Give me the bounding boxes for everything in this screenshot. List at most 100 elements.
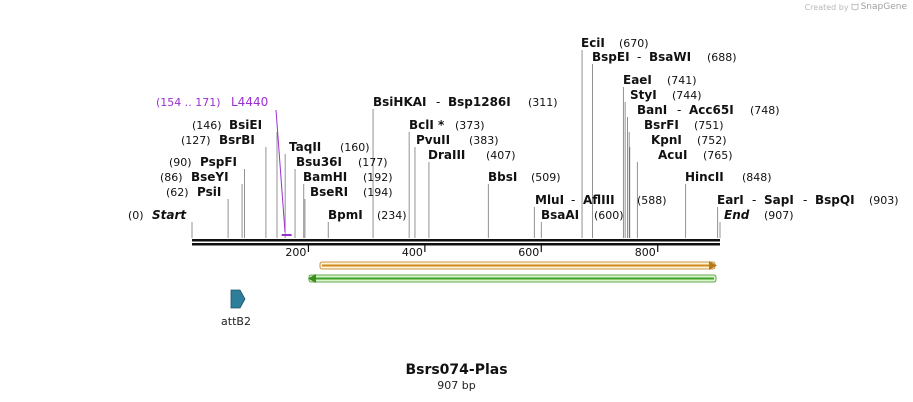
site-position: (62)	[166, 186, 189, 199]
site-earI-sapI-bspQI[interactable]: EarI - SapI - BspQI (903)	[717, 193, 899, 207]
site-name: TaqII	[289, 140, 321, 154]
site-pvuII[interactable]: PvuII (383)	[416, 133, 499, 147]
snapgene-logo-icon	[851, 3, 858, 11]
map-title-block: Bsrs074-Plas 907 bp	[0, 362, 913, 392]
site-bamHI[interactable]: BamHI (192)	[303, 170, 393, 184]
site-name: BsaAI	[541, 208, 579, 222]
site-psiI[interactable]: (62) PsiI	[166, 185, 221, 199]
map-title: Bsrs074-Plas	[405, 362, 508, 378]
site-position: (86)	[160, 171, 183, 184]
site-name: Bsp1286I	[448, 95, 511, 109]
site-separator: -	[571, 193, 575, 207]
site-position: (752)	[697, 134, 727, 147]
site-acuI[interactable]: AcuI (765)	[658, 148, 733, 162]
ruler-tick-label: 800	[635, 246, 656, 259]
site-position: (383)	[469, 134, 499, 147]
site-position: (509)	[531, 171, 561, 184]
site-draIII[interactable]: DraIII (407)	[428, 148, 516, 162]
site-bsu36I[interactable]: Bsu36I (177)	[296, 155, 388, 169]
orf-forward-body	[322, 264, 710, 267]
site-position: (765)	[703, 149, 733, 162]
site-name: BamHI	[303, 170, 347, 184]
site-pspFI[interactable]: (90) PspFI	[169, 155, 237, 169]
site-position: (127)	[181, 134, 211, 147]
primer-l4440[interactable]: (154 .. 171) L4440	[156, 95, 292, 236]
ruler-tick-label: 400	[402, 246, 423, 259]
map-length: 907 bp	[437, 379, 476, 392]
site-mluI-aflIII[interactable]: MluI - AflIII (588)	[535, 193, 667, 207]
orf-forward[interactable]	[319, 261, 717, 270]
watermark-created-by: Created by	[804, 2, 849, 12]
backbone-bottom-strand	[192, 243, 720, 246]
site-name: PsiI	[197, 185, 221, 199]
site-name: EaeI	[623, 73, 652, 87]
primer-leader	[275, 109, 286, 233]
site-separator: -	[803, 193, 807, 207]
site-hincII[interactable]: HincII (848)	[685, 170, 772, 184]
site-kpnI[interactable]: KpnI (752)	[651, 133, 727, 147]
site-bsiEI[interactable]: (146) BsiEI	[192, 118, 262, 132]
site-name: Acc65I	[689, 103, 734, 117]
site-position: (160)	[340, 141, 370, 154]
backbone	[192, 239, 720, 246]
feature-attB2[interactable]: attB2	[221, 289, 251, 328]
orf-forward-arrowhead	[709, 261, 717, 270]
site-position: (600)	[594, 209, 624, 222]
site-position: (751)	[694, 119, 724, 132]
site-name: MluI	[535, 193, 564, 207]
site-bsrFI[interactable]: BsrFI (751)	[644, 118, 724, 132]
snapgene-watermark: Created by SnapGene	[805, 2, 907, 12]
end-label: End (907)	[724, 208, 794, 222]
attB2-arrow-icon	[230, 289, 246, 309]
site-bsrBI[interactable]: (127) BsrBI	[181, 133, 255, 147]
site-bclI[interactable]: BclI * (373)	[409, 118, 485, 132]
site-position: (90)	[169, 156, 192, 169]
primer-bar	[281, 234, 292, 236]
ruler: 200 400 600 800	[285, 245, 659, 259]
site-name: Bsu36I	[296, 155, 342, 169]
site-banI-acc65I[interactable]: BanI - Acc65I (748)	[637, 103, 780, 117]
site-name: EciI	[581, 36, 605, 50]
site-position: (234)	[377, 209, 407, 222]
site-position: (748)	[750, 104, 780, 117]
site-name: BseRI	[310, 185, 348, 199]
site-position: (311)	[528, 96, 558, 109]
site-styI[interactable]: StyI (744)	[630, 88, 702, 102]
site-name: BsiEI	[229, 118, 262, 132]
site-bsaAI[interactable]: BsaAI (600)	[541, 208, 624, 222]
site-position: (192)	[363, 171, 393, 184]
site-bseRI[interactable]: BseRI (194)	[310, 185, 393, 199]
site-name: BsaWI	[649, 50, 691, 64]
site-name: DraIII	[428, 148, 465, 162]
site-name: BclI *	[409, 118, 445, 132]
site-name: BsiHKAI	[373, 95, 427, 109]
backbone-top-strand	[192, 239, 720, 242]
start-label: (0) Start	[128, 208, 187, 222]
site-bseYI[interactable]: (86) BseYI	[160, 170, 229, 184]
orf-reverse-body	[314, 277, 714, 280]
watermark-brand: SnapGene	[860, 2, 907, 12]
orf-reverse[interactable]	[308, 274, 717, 283]
site-bspEI-bsaWI[interactable]: BspEI - BsaWI (688)	[592, 50, 737, 64]
site-bpmI[interactable]: BpmI (234)	[328, 208, 407, 222]
site-bbsI[interactable]: BbsI (509)	[488, 170, 561, 184]
site-eciI[interactable]: EciI (670)	[581, 36, 649, 50]
site-position: (407)	[486, 149, 516, 162]
site-taqII[interactable]: TaqII (160)	[289, 140, 370, 154]
site-name: KpnI	[651, 133, 682, 147]
site-bsiHKAI-bsp1286I[interactable]: BsiHKAI - Bsp1286I (311)	[373, 95, 558, 109]
site-position: (194)	[363, 186, 393, 199]
site-position: (688)	[707, 51, 737, 64]
site-position: (146)	[192, 119, 222, 132]
start-position: (0)	[128, 209, 144, 222]
site-position: (177)	[358, 156, 388, 169]
attB2-label: attB2	[221, 315, 251, 328]
site-name: EarI	[717, 193, 744, 207]
site-eaeI[interactable]: EaeI (741)	[623, 73, 697, 87]
site-separator: -	[752, 193, 756, 207]
site-name: HincII	[685, 170, 724, 184]
primer-name: L4440	[231, 95, 268, 109]
site-name: AcuI	[658, 148, 687, 162]
site-separator: -	[436, 95, 440, 109]
